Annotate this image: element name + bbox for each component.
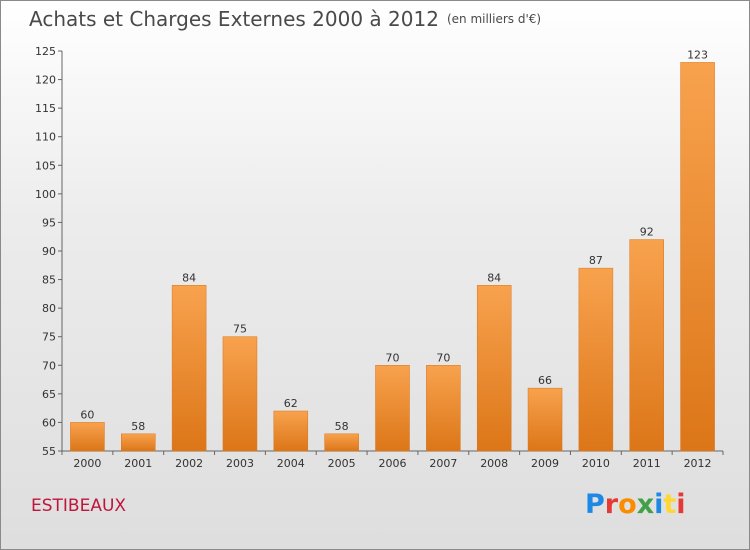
x-tick-label: 2010 — [582, 457, 610, 470]
data-label-2006: 70 — [386, 351, 400, 364]
y-tick-label: 70 — [42, 359, 56, 372]
x-tick-label: 2002 — [175, 457, 203, 470]
logo-letter: i — [676, 489, 686, 520]
bar-2002 — [171, 285, 207, 452]
bar-2012 — [680, 62, 715, 452]
logo-letter: o — [618, 489, 637, 520]
data-label-2001: 58 — [131, 420, 145, 433]
y-tick-label: 95 — [42, 216, 56, 229]
logo-letter: t — [663, 489, 677, 520]
x-tick-label: 2008 — [480, 457, 508, 470]
x-tick-label: 2007 — [429, 457, 457, 470]
chart-data-labels: 60 58 84 75 62 58 70 70 84 66 87 92 123 — [80, 48, 708, 432]
bar-2006 — [375, 365, 410, 452]
x-tick-label: 2009 — [531, 457, 559, 470]
data-label-2009: 66 — [538, 374, 552, 387]
y-tick-label: 115 — [35, 102, 56, 115]
chart-bars — [70, 62, 715, 452]
y-tick-label: 85 — [42, 274, 56, 287]
y-tick-label: 65 — [42, 388, 56, 401]
x-tick-label: 2003 — [226, 457, 254, 470]
x-tick-label: 2011 — [633, 457, 661, 470]
logo-letter: i — [654, 489, 664, 520]
chart-title: Achats et Charges Externes 2000 à 2012 (e… — [29, 7, 541, 31]
logo-letter: r — [604, 489, 619, 520]
commune-name: ESTIBEAUX — [31, 496, 127, 516]
data-label-2011: 92 — [640, 226, 654, 239]
data-label-2004: 62 — [284, 397, 298, 410]
data-label-2012: 123 — [687, 48, 708, 61]
data-label-2002: 84 — [182, 271, 196, 284]
y-tick-label: 125 — [35, 45, 56, 58]
bar-2011 — [629, 239, 664, 452]
bar-2010 — [578, 267, 614, 452]
chart-subtitle: (en milliers d'€) — [446, 12, 542, 26]
bar-2000 — [70, 422, 105, 452]
y-tick-label: 110 — [35, 131, 56, 144]
y-tick-label: 120 — [35, 74, 56, 87]
y-tick-label: 105 — [35, 159, 56, 172]
data-label-2003: 75 — [233, 323, 247, 336]
logo-letter: x — [636, 489, 655, 520]
data-label-2005: 58 — [335, 420, 349, 433]
y-tick-label: 100 — [35, 188, 56, 201]
bar-2009 — [527, 387, 563, 452]
y-tick-label: 80 — [42, 302, 56, 315]
bar-2003 — [222, 336, 258, 452]
data-label-2007: 70 — [436, 351, 450, 364]
y-tick-label: 60 — [42, 416, 56, 429]
x-tick-label: 2001 — [124, 457, 152, 470]
chart-title-text: Achats et Charges Externes 2000 à 2012 — [29, 7, 439, 31]
proxiti-logo: Proxiti — [585, 489, 686, 520]
y-tick-label: 55 — [42, 445, 56, 458]
x-tick-label: 2006 — [379, 457, 407, 470]
data-label-2000: 60 — [80, 408, 94, 421]
bar-2005 — [324, 433, 359, 452]
y-tick-label: 90 — [42, 245, 56, 258]
bar-2001 — [121, 433, 156, 452]
data-label-2010: 87 — [589, 254, 603, 267]
x-tick-label: 2000 — [73, 457, 101, 470]
bar-2008 — [476, 285, 512, 452]
x-tick-label: 2012 — [684, 457, 712, 470]
data-label-2008: 84 — [487, 271, 501, 284]
x-tick-label: 2005 — [328, 457, 356, 470]
bar-2004 — [273, 410, 309, 452]
logo-letter: P — [585, 489, 605, 520]
x-tick-label: 2004 — [277, 457, 305, 470]
bar-2007 — [426, 365, 461, 452]
chart-axes: 55 60 65 70 75 80 85 90 95 100 105 110 115 120 125 2000… — [35, 45, 724, 470]
y-tick-label: 75 — [42, 331, 56, 344]
